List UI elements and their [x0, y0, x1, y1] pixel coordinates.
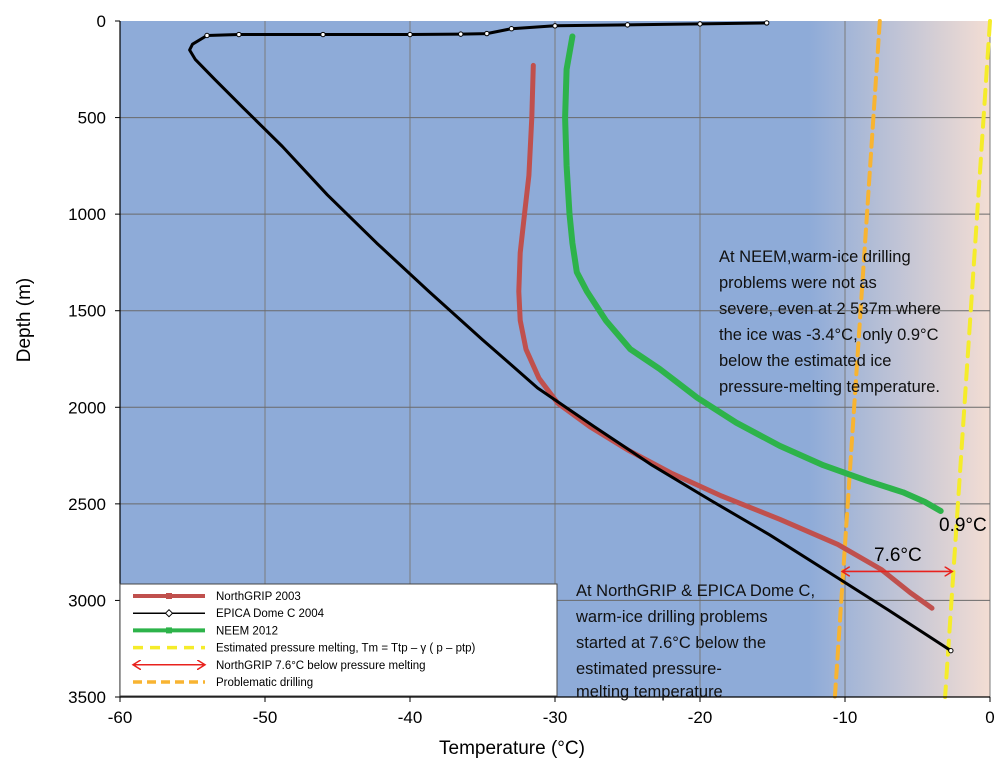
- y-tick-label: 0: [97, 12, 106, 31]
- y-tick-label: 500: [78, 109, 106, 128]
- legend-marker: [164, 608, 174, 618]
- neem-annotation-line: pressure-melting temperature.: [719, 378, 940, 396]
- x-tick-label: -30: [543, 708, 568, 727]
- northgrip-annotation-line: warm-ice drilling problems: [575, 608, 768, 626]
- neem-annotation-line: problems were not as: [719, 274, 877, 292]
- epica-point: [484, 30, 490, 37]
- legend-item: Estimated pressure melting, Tm = Ttp – γ…: [133, 643, 476, 655]
- epica-point: [458, 31, 464, 37]
- northgrip-annotation-line: melting temperature: [576, 683, 723, 701]
- problematic-drilling-line: [832, 19, 882, 699]
- y-tick-label: 1000: [68, 205, 106, 224]
- x-axis-title: Temperature (°C): [439, 738, 585, 759]
- legend: NorthGRIP 2003 EPICA Dome C 2004 NEEM 2012…: [119, 583, 558, 697]
- legend-item: EPICA Dome C 2004: [133, 608, 325, 620]
- legend-marker: [166, 627, 172, 634]
- northgrip-annotation-line: At NorthGRIP & EPICA Dome C,: [576, 582, 815, 600]
- legend-label: NorthGRIP 2003: [216, 591, 301, 603]
- neem-annotation-line: the ice was -3.4°C, only 0.9°C: [719, 326, 939, 344]
- neem-annotation: At NEEM,warm-ice drilling problems were …: [719, 248, 941, 396]
- epica-point: [508, 26, 515, 32]
- legend-marker: [166, 593, 172, 599]
- legend-label: NEEM 2012: [216, 625, 278, 637]
- legend-label: Problematic drilling: [216, 677, 313, 689]
- northgrip-annotation: At NorthGRIP & EPICA Dome C, warm-ice dr…: [575, 582, 815, 701]
- northgrip-annotation-line: started at 7.6°C below the: [576, 634, 766, 652]
- y-tick-label: 3500: [68, 688, 106, 707]
- neem-annotation-line: severe, even at 2 537m where: [719, 300, 941, 318]
- epica-point: [320, 31, 326, 38]
- epica-point: [697, 21, 703, 27]
- neem-annotation-line: At NEEM,warm-ice drilling: [719, 248, 911, 266]
- legend-item: Problematic drilling: [133, 677, 313, 689]
- epica-point: [948, 647, 954, 654]
- x-tick-label: -10: [833, 708, 858, 727]
- x-tick-label: -50: [253, 708, 278, 727]
- legend-label: NorthGRIP 7.6°C below pressure melting: [216, 660, 426, 672]
- neem-annotation-line: below the estimated ice: [719, 352, 891, 370]
- legend-label: Estimated pressure melting, Tm = Ttp – γ…: [216, 643, 476, 655]
- x-tick-label: -60: [108, 708, 133, 727]
- y-tick-label: 1500: [68, 302, 106, 321]
- legend-box: [119, 583, 558, 697]
- y-tick-label: 3000: [68, 591, 106, 610]
- epica-point: [764, 20, 770, 26]
- northgrip-annotation-line: estimated pressure-: [576, 660, 722, 678]
- epica-point: [204, 32, 210, 39]
- epica-point: [624, 22, 631, 28]
- epica-line: [188, 21, 953, 653]
- epica-point: [236, 31, 242, 38]
- arrow-gap-label: 7.6°C: [874, 545, 922, 566]
- y-tick-label: 2000: [68, 398, 106, 417]
- neem-gap-label: 0.9°C: [939, 515, 987, 536]
- x-tick-label: -20: [688, 708, 713, 727]
- legend-item: NEEM 2012: [133, 625, 278, 637]
- legend-item: NorthGRIP 2003: [133, 591, 301, 603]
- y-tick-label: 2500: [68, 495, 106, 514]
- pressure-melting-line: [943, 19, 992, 699]
- epica-point: [407, 31, 413, 38]
- epica-point: [552, 23, 558, 29]
- legend-label: EPICA Dome C 2004: [216, 608, 325, 620]
- neem-line: [562, 33, 944, 514]
- y-axis-title: Depth (m): [14, 278, 35, 362]
- legend-item: NorthGRIP 7.6°C below pressure melting: [133, 659, 426, 672]
- x-tick-label: -40: [398, 708, 423, 727]
- x-tick-label: 0: [985, 708, 994, 727]
